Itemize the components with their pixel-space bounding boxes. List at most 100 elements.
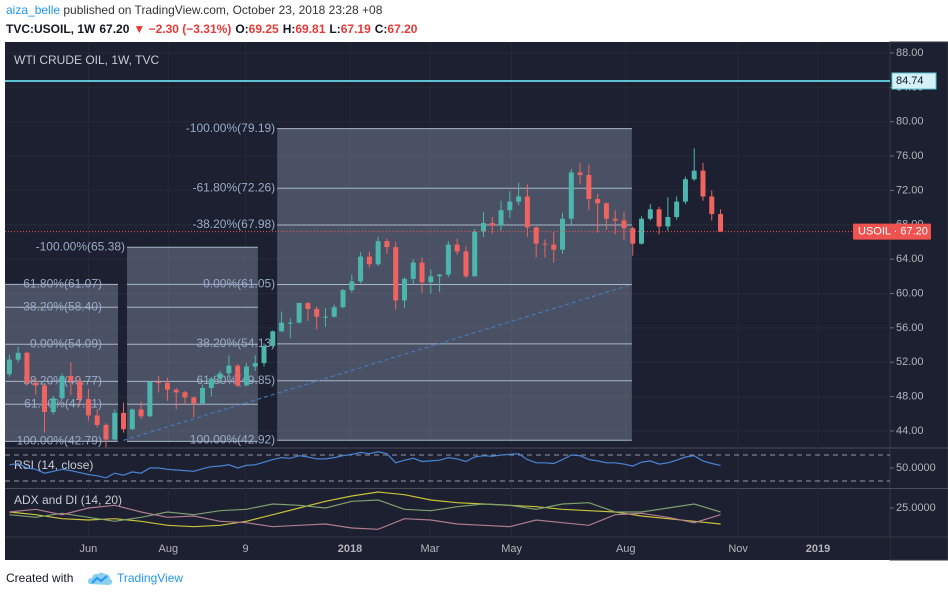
candle-body [524,196,530,228]
x-tick-label: Aug [159,543,179,555]
candle-body [401,278,407,301]
candle-body [516,196,522,202]
y-tick-label: 88.00 [896,47,924,59]
author-link: aiza_belle [6,3,60,17]
candle-body [147,381,153,417]
candle-body [243,366,249,386]
candle-body [674,201,680,218]
candle-body [24,352,30,383]
candle-body [489,223,495,226]
candle-body [577,172,583,175]
trend-line [123,284,633,441]
candle-body [164,382,170,390]
y-tick-label: 72.00 [896,184,924,196]
publish-line: aiza_belle published on TradingView.com,… [6,3,383,17]
candle-body [6,359,12,375]
y-tick-label: 60.00 [896,287,924,299]
candle-body [621,220,627,229]
candle-body [533,227,539,244]
x-tick-label: Nov [728,543,748,555]
candle-body [314,308,320,317]
indicator-tick-label: 50.0000 [896,462,936,474]
candle-body [445,244,451,275]
y-tick-label: 48.00 [896,390,924,402]
candle-body [463,251,469,277]
fib-label: 38.20%(54.13) [196,336,275,350]
candle-body [498,210,504,226]
x-tick-label: 2019 [806,543,830,555]
quote-item: L: [329,22,340,36]
candle-body [718,214,724,232]
fib-label: 61.80%(61.07) [23,276,102,290]
candle-body [384,241,390,248]
candle-body [542,243,548,245]
candle-body [507,201,513,211]
candle-body [358,256,364,282]
publish-info: published on TradingView.com, October 23… [60,3,383,17]
candle-body [217,373,223,379]
fib-zone [5,284,118,442]
candle-body [665,217,671,227]
x-tick-label: Aug [616,543,636,555]
horizontal-line-tag [891,72,937,90]
fib-label: -100.00%(79.19) [186,121,275,135]
footer-brand: TradingView [117,571,183,585]
x-tick-label: May [501,543,522,555]
x-tick-label: 2018 [338,543,362,555]
candle-body [428,276,434,283]
candle-body [270,331,276,346]
candle-body [595,199,601,204]
candle-body [287,322,293,324]
candle-body [375,241,381,265]
fib-label: 0.00%(54.09) [30,336,102,350]
candle-body [340,290,346,308]
fib-label: 100.00%(42.92) [190,432,275,446]
indicator-line [9,499,721,522]
candle-body [656,209,662,227]
candle-body [121,412,127,430]
candle-body [279,322,285,332]
candle-body [77,381,83,400]
indicator-line [9,451,721,479]
candle-body [366,256,372,265]
candle-body [112,412,118,440]
indicator-title: RSI (14, close) [14,458,93,472]
quote-item: 67.19 [341,22,371,36]
time-axis [5,537,890,560]
candle-body [630,228,636,244]
footer-created: Created with [6,571,73,585]
candle-body [50,398,56,413]
fib-label: -38.20%(58.40) [19,299,102,313]
quote-item: 67.20 [387,22,417,36]
indicator-tick-label: 25.0000 [896,502,936,514]
chart-title: WTI CRUDE OIL, 1W, TVC [14,53,159,67]
candle-body [59,375,65,399]
y-tick-label: 44.00 [896,425,924,437]
candle-body [682,179,688,202]
candle-body [138,409,144,417]
candle-body [191,397,197,404]
quote-item: ▼ −2.30 (−3.31%) [133,22,231,36]
indicator-title: ADX and DI (14, 20) [14,493,122,507]
fib-label: -38.20%(67.98) [192,217,275,231]
candle-body [305,302,311,309]
candle-body [480,223,486,232]
candle-body [68,375,74,382]
candle-body [472,231,478,277]
candle-body [33,382,39,386]
tradingview-logo [88,572,113,585]
candle-body [296,302,302,323]
candle-body [410,262,416,279]
candle-body [419,262,425,283]
x-tick-label: Jun [80,543,98,555]
candle-body [691,170,697,180]
fib-label: -100.00%(65.38) [36,239,125,253]
candle-body [208,378,214,388]
candle-body [15,352,21,360]
fib-label: 0.00%(61.05) [203,277,275,291]
candle-body [603,203,609,219]
indicator-line [9,504,721,530]
